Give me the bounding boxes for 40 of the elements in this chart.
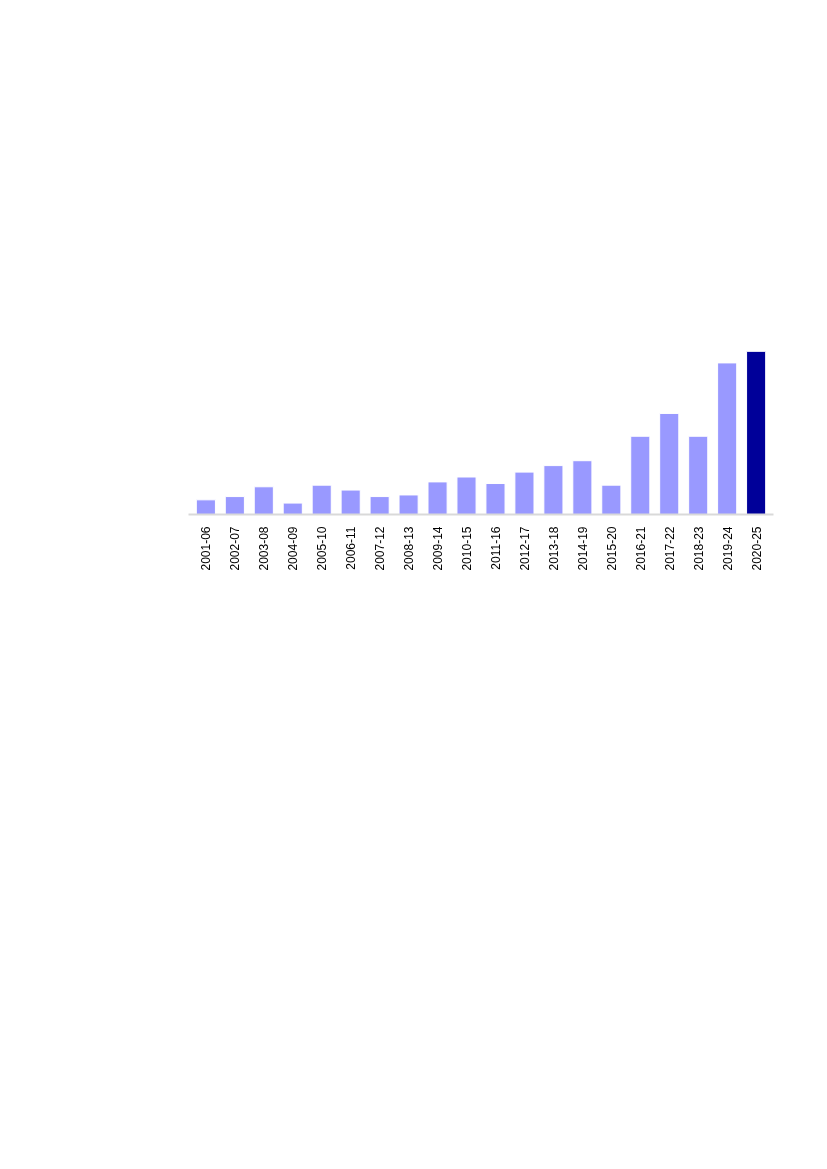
bar bbox=[340, 489, 361, 515]
bar bbox=[398, 494, 419, 515]
bar bbox=[746, 351, 767, 515]
bar bbox=[688, 435, 709, 515]
x-tick-label: 2016-21 bbox=[633, 526, 648, 571]
bar bbox=[485, 483, 506, 515]
bar bbox=[630, 435, 651, 515]
x-tick-label: 2012-17 bbox=[517, 526, 532, 571]
bar bbox=[427, 481, 448, 515]
x-tick-label: 2003-08 bbox=[257, 526, 272, 571]
x-tick-label: 2019-24 bbox=[720, 526, 735, 571]
x-tick-label: 2017-22 bbox=[662, 526, 677, 571]
x-tick-label: 2002-07 bbox=[228, 526, 243, 571]
bar bbox=[717, 362, 738, 515]
x-tick-label: 2007-12 bbox=[373, 526, 388, 571]
x-tick-label: 2015-20 bbox=[604, 526, 619, 571]
x-tick-label: 2014-19 bbox=[575, 526, 590, 571]
x-tick-label: 2013-18 bbox=[546, 526, 561, 571]
x-tick-label: 2009-14 bbox=[431, 526, 446, 571]
x-tick-label: 2010-15 bbox=[460, 526, 475, 571]
bar bbox=[311, 484, 332, 515]
x-tick-label: 2001-06 bbox=[199, 526, 214, 571]
bar bbox=[369, 496, 390, 515]
bar bbox=[195, 499, 216, 515]
bar bbox=[659, 412, 680, 515]
bar bbox=[601, 484, 622, 515]
bar bbox=[253, 486, 274, 515]
bar bbox=[572, 460, 593, 515]
bar bbox=[282, 502, 303, 515]
bar bbox=[514, 471, 535, 515]
bar bbox=[543, 465, 564, 515]
x-tick-label: 2005-10 bbox=[315, 526, 330, 571]
bar bbox=[224, 496, 245, 515]
bar bbox=[456, 476, 477, 515]
x-tick-label: 2020-25 bbox=[749, 526, 764, 571]
x-tick-label: 2006-11 bbox=[344, 526, 359, 570]
x-tick-label: 2008-13 bbox=[402, 526, 417, 571]
x-tick-label: 2004-09 bbox=[286, 526, 301, 571]
x-tick-label: 2011-16 bbox=[488, 526, 503, 570]
x-tick-label: 2018-23 bbox=[691, 526, 706, 571]
